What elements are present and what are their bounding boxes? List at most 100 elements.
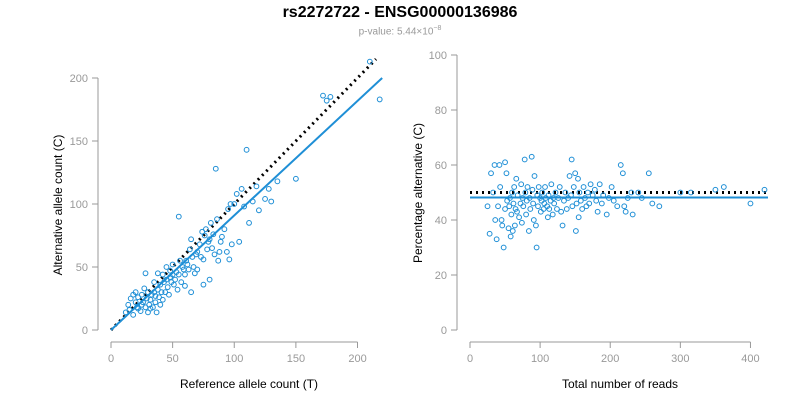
left-data-point	[207, 220, 214, 226]
right-data-point	[526, 195, 533, 201]
right-data-point	[566, 173, 573, 179]
right-data-point	[687, 189, 694, 196]
left-data-point	[256, 207, 262, 214]
right-data-point	[541, 200, 548, 207]
right-data-point	[635, 189, 642, 196]
left-data-point	[126, 306, 133, 313]
right-data-point	[600, 192, 607, 199]
right-data-point	[523, 197, 530, 204]
right-data-point	[524, 184, 531, 190]
chart-title: rs2272722 - ENSG00000136986	[282, 4, 518, 21]
left-data-point	[186, 246, 193, 253]
left-x-axis-label: Reference allele count (T)	[180, 377, 318, 391]
right-data-point	[622, 208, 629, 215]
left-data-point	[210, 231, 217, 238]
right-data-point	[502, 206, 508, 212]
right-data-point	[530, 217, 537, 223]
right-data-point	[586, 200, 593, 207]
right-data-point	[507, 233, 514, 240]
left-data-point	[174, 286, 181, 293]
left-data-point	[203, 226, 209, 233]
right-data-point	[559, 222, 566, 229]
left-data-point	[262, 196, 268, 202]
right-data-point	[516, 214, 522, 221]
left-data-point	[249, 198, 256, 205]
right-data-point	[520, 203, 527, 210]
left-data-point	[221, 226, 228, 233]
left-data-point	[151, 279, 158, 286]
left-data-point	[137, 308, 144, 315]
left-data-point	[215, 257, 222, 264]
left-data-point	[366, 58, 373, 65]
left-data-point	[154, 270, 161, 277]
left-data-point	[170, 281, 177, 288]
right-data-point	[525, 228, 532, 234]
left-data-point	[212, 165, 219, 172]
right-data-point	[649, 200, 656, 207]
right-data-point	[528, 153, 535, 160]
right-data-point	[500, 244, 507, 251]
right-data-point	[720, 184, 727, 190]
left-data-point	[200, 281, 207, 288]
left-ticks: 0 50 100 150 200 0 50 100 150 200	[70, 73, 367, 365]
left-data-point	[209, 245, 215, 252]
left-data-point	[253, 183, 260, 190]
left-data-point	[132, 289, 139, 296]
right-data-point	[514, 208, 520, 215]
left-data-point	[233, 191, 240, 197]
right-data-point	[712, 186, 719, 193]
left-data-point	[323, 97, 330, 104]
right-data-point	[522, 189, 529, 196]
right-data-point	[569, 203, 576, 210]
right-data-point	[551, 200, 558, 207]
left-data-point	[182, 271, 188, 278]
right-x-tick-label: 200	[601, 353, 619, 365]
left-data-point	[153, 309, 160, 316]
right-y-tick-label: 60	[435, 160, 447, 172]
left-data-point	[238, 185, 245, 192]
left-x-tick-label: 50	[167, 353, 179, 365]
right-lines	[470, 191, 768, 199]
right-data-point	[645, 170, 652, 177]
right-data-point	[545, 192, 552, 199]
right-points	[484, 153, 768, 251]
right-y-tick-label: 80	[435, 105, 447, 117]
right-data-point	[598, 200, 605, 207]
left-data-point	[226, 256, 233, 263]
left-data-point	[140, 299, 146, 306]
right-data-point	[582, 195, 588, 201]
right-data-point	[562, 189, 569, 196]
left-data-point	[211, 251, 218, 258]
left-data-point	[150, 304, 156, 311]
right-x-tick-label: 400	[741, 353, 759, 365]
right-data-point	[530, 200, 537, 207]
left-data-point	[125, 301, 132, 308]
right-data-point	[513, 175, 520, 182]
p-value-text: p-value: 5.44×10	[358, 26, 434, 38]
left-data-point	[246, 220, 252, 226]
left-y-tick-label: 100	[70, 199, 88, 211]
right-data-point	[570, 184, 577, 190]
right-y-axis-label: Percentage alternative (C)	[411, 123, 425, 263]
right-data-point	[486, 230, 493, 237]
left-data-point	[141, 285, 148, 292]
right-panel: 0 100 200 300 400 0 20 40 60 80 100 Total number o…	[411, 50, 768, 391]
right-data-point	[575, 175, 581, 182]
left-data-point	[172, 276, 178, 283]
right-data-point	[628, 189, 635, 196]
right-data-point	[531, 173, 538, 179]
left-data-point	[376, 96, 383, 103]
right-data-point	[511, 184, 518, 190]
p-value-exponent: −8	[433, 25, 442, 32]
left-data-point	[132, 299, 139, 306]
right-data-point	[498, 217, 505, 223]
right-data-point	[638, 195, 645, 201]
left-data-point	[200, 256, 207, 263]
right-data-point	[542, 184, 548, 190]
right-data-point	[535, 184, 542, 190]
right-data-point	[518, 219, 525, 226]
right-data-point	[587, 181, 594, 188]
right-data-point	[603, 211, 610, 218]
right-data-point	[502, 159, 508, 166]
left-data-point	[157, 301, 164, 308]
